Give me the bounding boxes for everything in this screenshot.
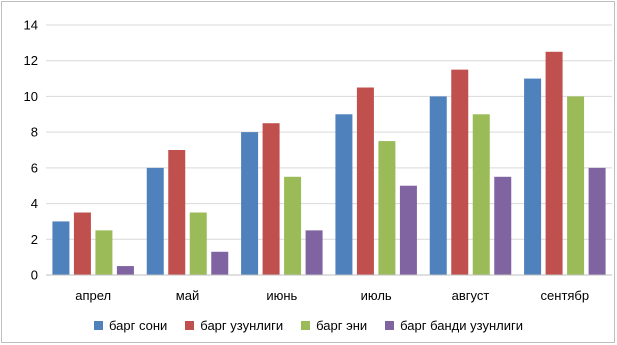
y-tick-label: 8 — [31, 125, 38, 140]
bar — [73, 212, 91, 275]
category-label: август — [452, 288, 490, 303]
category-label: июль — [361, 288, 392, 303]
bar — [52, 221, 70, 275]
legend-label: барг сони — [109, 317, 168, 333]
bar — [95, 230, 113, 275]
bar — [262, 123, 280, 275]
grid-lines — [46, 24, 612, 240]
bar — [378, 141, 396, 275]
legend-swatch — [185, 320, 195, 330]
y-tick-label: 12 — [24, 53, 38, 68]
y-tick-label: 6 — [31, 160, 38, 175]
bar — [305, 230, 323, 275]
category-label: май — [176, 288, 199, 303]
x-axis-categories: апрел май июнь июль август сентябр — [75, 288, 589, 303]
legend-label: барг узунлиги — [200, 317, 284, 333]
y-axis-ticks: 0 2 4 6 8 10 12 14 — [24, 18, 38, 283]
legend-swatch — [385, 320, 395, 330]
bar — [241, 132, 259, 275]
legend-item: барг банди узунлиги — [385, 318, 523, 333]
y-tick-label: 0 — [31, 268, 38, 283]
legend: барг сони барг узунлиги барг эни барг банди… — [0, 315, 617, 335]
legend-item: барг сони — [94, 318, 167, 333]
legend-swatch — [301, 320, 311, 330]
legend-item: барг эни — [301, 318, 367, 333]
bar — [472, 114, 490, 276]
bar — [494, 176, 512, 275]
bar — [284, 176, 302, 275]
bar — [146, 167, 164, 275]
category-label: июнь — [266, 288, 297, 303]
category-label: сентябр — [541, 288, 590, 303]
bar — [168, 150, 186, 275]
category-label: апрел — [75, 288, 111, 303]
bar — [429, 96, 447, 275]
bars — [52, 51, 606, 276]
bar — [356, 87, 374, 275]
y-tick-label: 4 — [31, 196, 38, 211]
bar — [116, 266, 134, 275]
bar — [451, 69, 469, 276]
y-tick-label: 10 — [24, 89, 38, 104]
bar — [189, 212, 207, 275]
bar — [588, 167, 606, 275]
legend-label: барг банди узунлиги — [400, 317, 523, 333]
bar — [567, 96, 585, 275]
bar — [524, 78, 542, 275]
bar — [399, 185, 417, 275]
legend-item: барг узунлиги — [185, 318, 283, 333]
y-tick-label: 14 — [24, 18, 38, 33]
legend-label: барг эни — [316, 317, 368, 333]
bar — [211, 251, 229, 275]
bar — [545, 51, 563, 276]
legend-swatch — [94, 320, 104, 330]
y-tick-label: 2 — [31, 232, 38, 247]
bar — [335, 114, 353, 276]
